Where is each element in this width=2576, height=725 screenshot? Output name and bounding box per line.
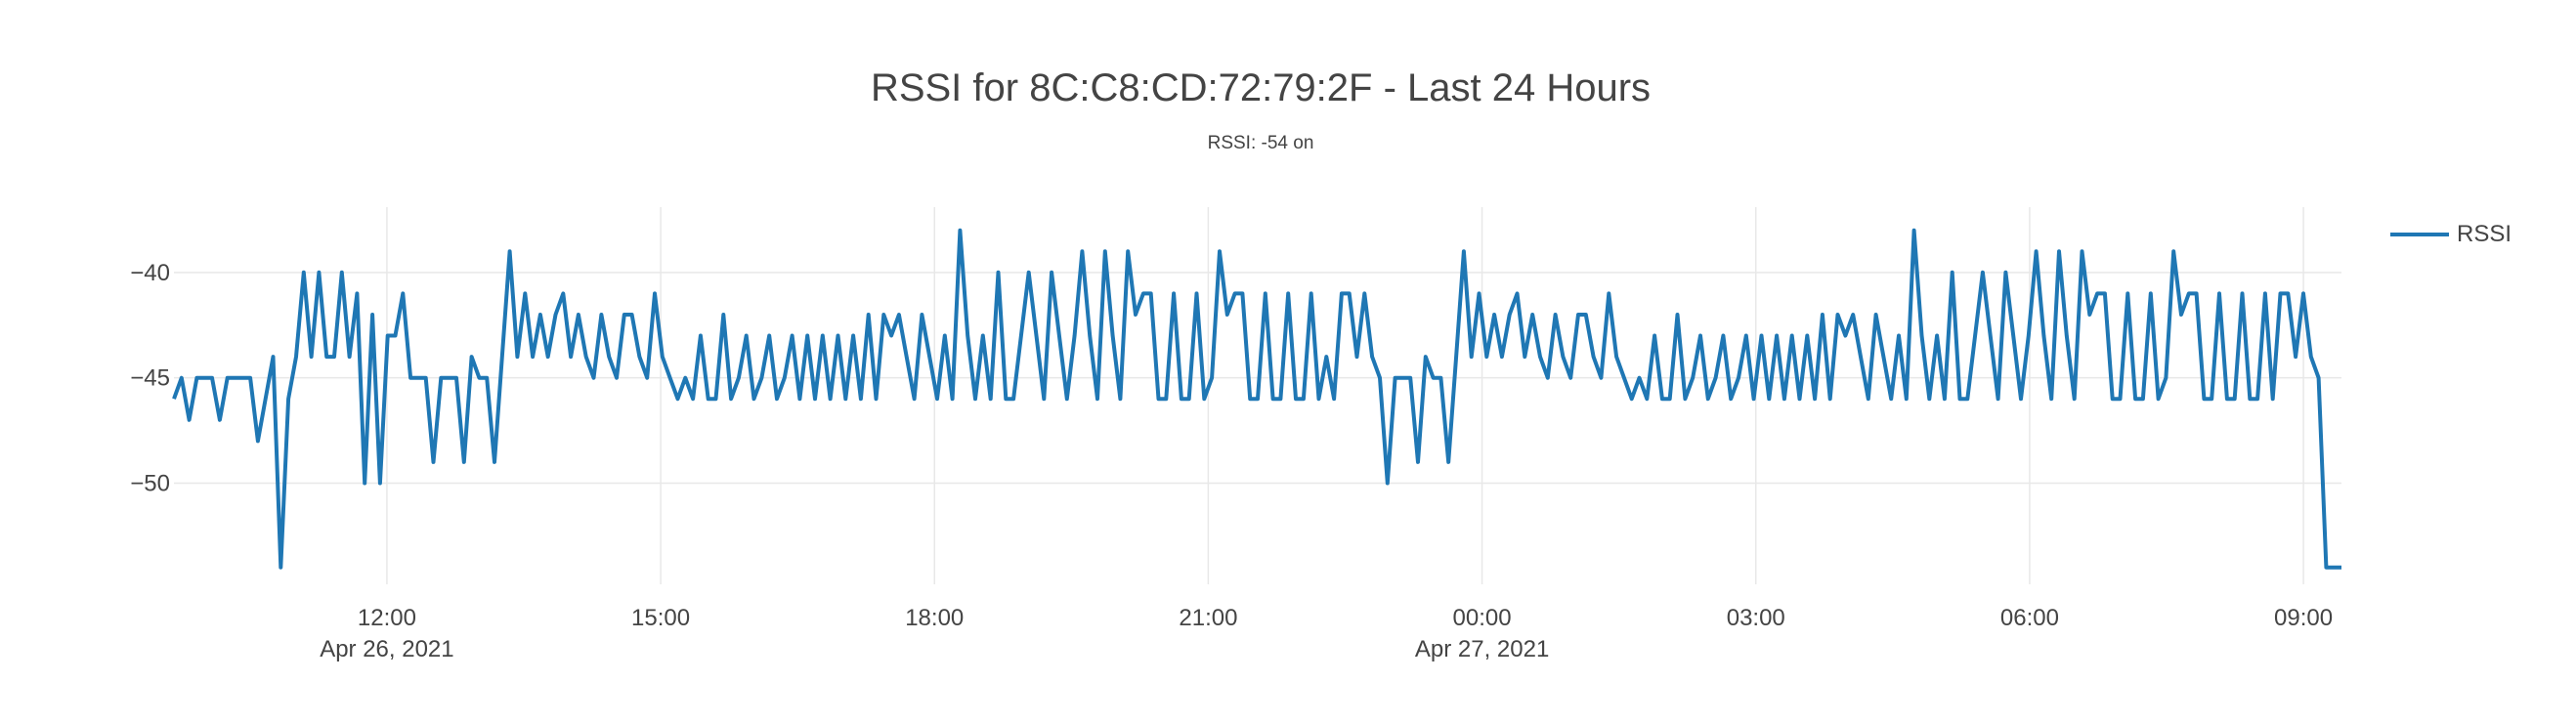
x-tick-date-label: Apr 27, 2021 (1415, 636, 1549, 662)
x-tick-label: 03:00 (1727, 605, 1785, 631)
legend-label-rssi: RSSI (2457, 221, 2512, 247)
chart-subtitle: RSSI: -54 on (1207, 133, 1314, 153)
series-line-rssi (172, 228, 2341, 570)
chart-title: RSSI for 8C:C8:CD:72:79:2F - Last 24 Hou… (870, 66, 1652, 109)
legend[interactable]: RSSI (2390, 221, 2512, 248)
x-tick-label: 15:00 (631, 605, 690, 631)
axis-layer: 12:00 Apr 26, 2021 15:00 18:00 21:00 00:00 Apr… (130, 260, 2333, 662)
x-tick-label: 00:00 (1453, 605, 1512, 631)
x-tick-label: 18:00 (905, 605, 964, 631)
legend-line-swatch (2390, 233, 2449, 236)
x-tick-label: 06:00 (2000, 605, 2059, 631)
x-tick-label: 12:00 (358, 605, 416, 631)
x-tick-label: 21:00 (1179, 605, 1237, 631)
y-tick-label: −40 (130, 260, 170, 286)
x-tick-date-label: Apr 26, 2021 (320, 636, 453, 662)
y-tick-label: −50 (130, 470, 170, 496)
series-layer (172, 228, 2341, 570)
y-tick-label: −45 (130, 365, 170, 392)
x-tick-label: 09:00 (2274, 605, 2333, 631)
